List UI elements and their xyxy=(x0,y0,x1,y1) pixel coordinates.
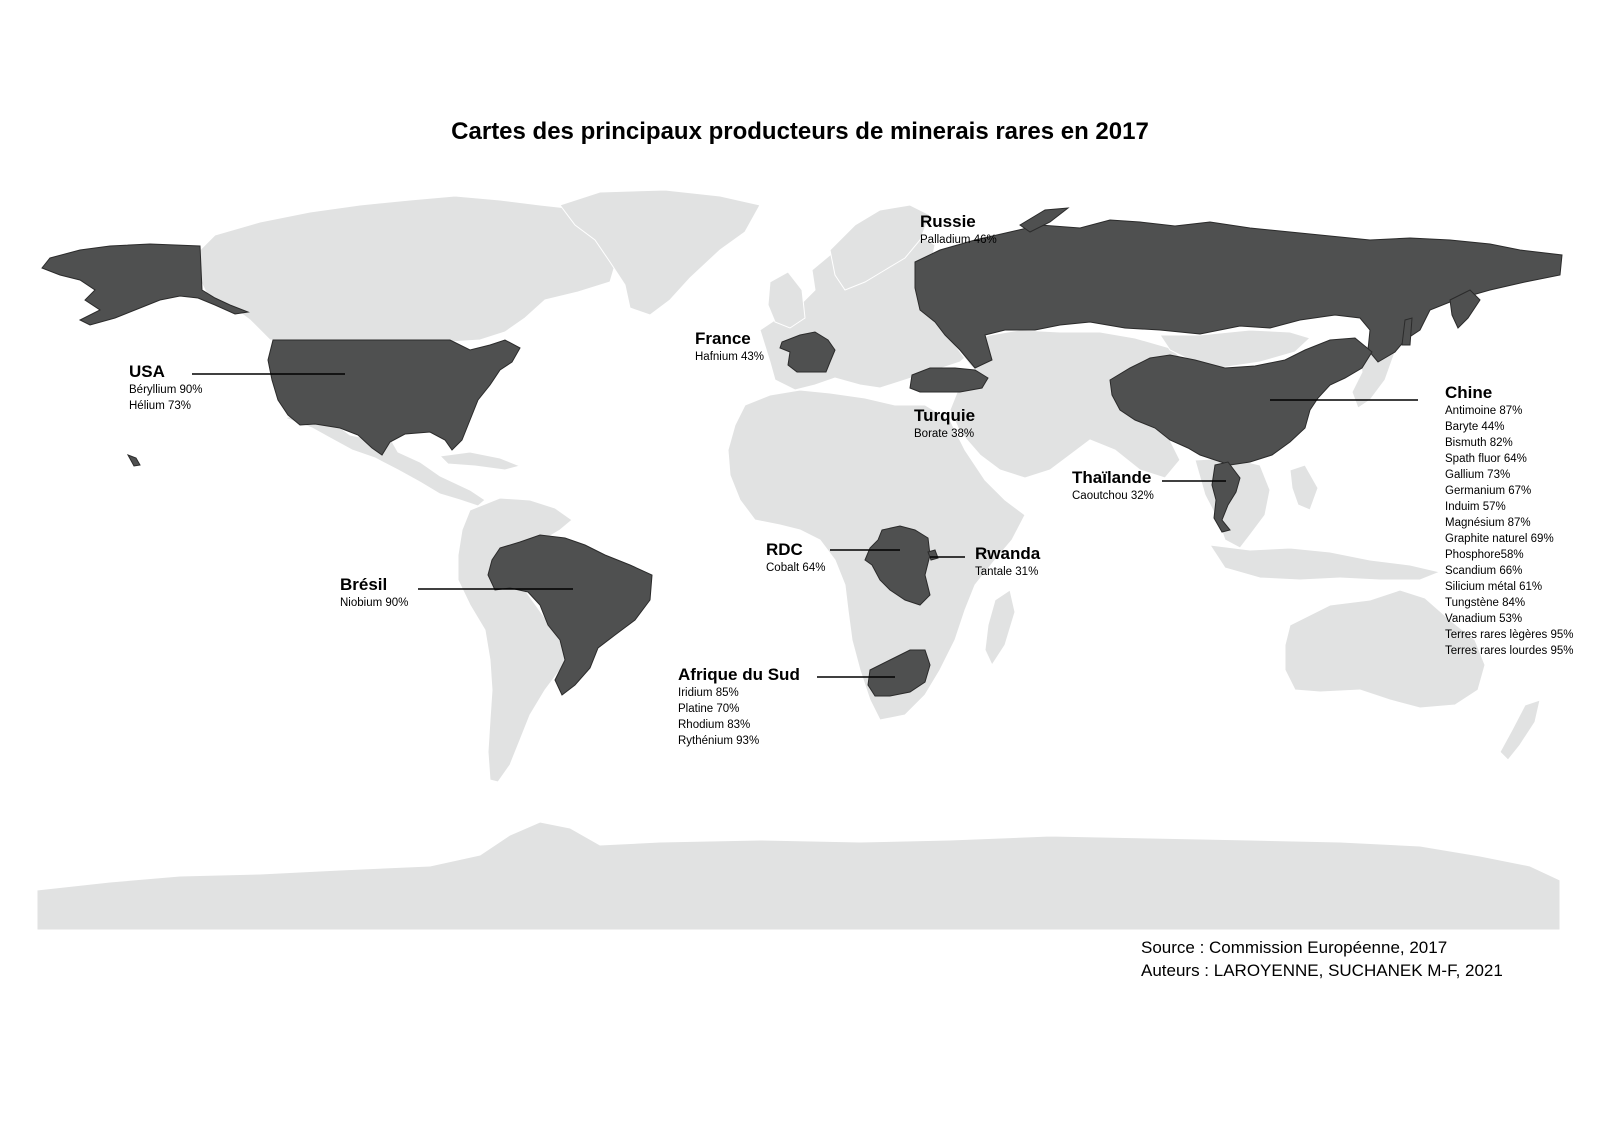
label-afrique-du-sud-name: Afrique du Sud xyxy=(678,665,800,684)
country-france[interactable] xyxy=(779,331,836,373)
country-chine[interactable] xyxy=(1109,337,1373,466)
label-rwanda-name: Rwanda xyxy=(975,544,1041,563)
label-thailande-mineral: Caoutchou 32% xyxy=(1072,490,1154,502)
land-new-zealand xyxy=(1499,699,1541,761)
label-chine-mineral: Terres rares lègères 95% xyxy=(1445,629,1574,641)
label-chine-mineral: Tungstène 84% xyxy=(1445,597,1526,609)
land-central-america xyxy=(283,411,486,507)
label-rdc-mineral: Cobalt 64% xyxy=(766,562,826,574)
label-bresil-name: Brésil xyxy=(340,575,388,594)
label-chine-mineral: Gallium 73% xyxy=(1445,469,1511,481)
label-chine: Chine Antimoine 87% Baryte 44% Bismuth 8… xyxy=(1445,383,1573,659)
label-thailande: Thaïlande Caoutchou 32% xyxy=(1072,468,1154,504)
country-rdc[interactable] xyxy=(864,525,931,606)
label-russie: Russie Palladium 46% xyxy=(920,212,997,248)
land-caribbean xyxy=(438,451,522,471)
label-chine-mineral: Bismuth 82% xyxy=(1445,437,1513,449)
label-chine-mineral: Germanium 67% xyxy=(1445,485,1532,497)
label-chine-mineral: Vanadium 53% xyxy=(1445,613,1523,625)
label-afrique-du-sud-mineral: Platine 70% xyxy=(678,703,740,715)
label-afrique-du-sud: Afrique du Sud Iridium 85% Platine 70% R… xyxy=(678,665,800,749)
label-chine-mineral: Spath fluor 64% xyxy=(1445,453,1527,465)
land-indonesia xyxy=(1208,464,1442,581)
land-south-america xyxy=(457,497,576,783)
label-afrique-du-sud-mineral: Iridium 85% xyxy=(678,687,739,699)
label-rwanda-mineral: Tantale 31% xyxy=(975,566,1039,578)
label-chine-mineral: Silicium métal 61% xyxy=(1445,581,1543,593)
label-chine-mineral: Terres rares lourdes 95% xyxy=(1445,645,1574,657)
country-usa-alaska[interactable] xyxy=(41,243,250,326)
map-title: Cartes des principaux producteurs de min… xyxy=(451,118,1149,145)
label-chine-mineral: Induim 57% xyxy=(1445,501,1506,513)
country-russie-island[interactable] xyxy=(1019,207,1070,233)
country-russie-east[interactable] xyxy=(1401,289,1481,346)
label-thailande-name: Thaïlande xyxy=(1072,468,1152,487)
label-turquie-mineral: Borate 38% xyxy=(914,428,975,440)
land-middle-east-asia xyxy=(949,329,1191,479)
country-usa[interactable] xyxy=(267,339,521,456)
label-france: France Hafnium 43% xyxy=(695,329,764,365)
label-usa-mineral: Hélium 73% xyxy=(129,400,191,412)
label-usa-name: USA xyxy=(129,362,165,381)
land-uk xyxy=(767,271,806,329)
label-france-mineral: Hafnium 43% xyxy=(695,351,765,363)
land-greenland xyxy=(559,189,761,316)
label-russie-name: Russie xyxy=(920,212,976,231)
authors-line: Auteurs : LAROYENNE, SUCHANEK M-F, 2021 xyxy=(1141,961,1503,980)
label-afrique-du-sud-mineral: Rythénium 93% xyxy=(678,735,760,747)
country-thailande[interactable] xyxy=(1211,461,1241,533)
land-scandinavia xyxy=(829,204,931,291)
label-chine-mineral: Scandium 66% xyxy=(1445,565,1523,577)
land-australia xyxy=(1284,589,1486,709)
label-chine-mineral: Baryte 44% xyxy=(1445,421,1505,433)
source-credits: Source : Commission Européenne, 2017 Aut… xyxy=(1141,936,1503,982)
label-chine-mineral: Graphite naturel 69% xyxy=(1445,533,1554,545)
label-bresil-mineral: Niobium 90% xyxy=(340,597,409,609)
land-madagascar xyxy=(984,589,1016,667)
land-north-america xyxy=(199,195,642,343)
land-mongolia xyxy=(1159,329,1311,369)
label-chine-mineral: Phosphore58% xyxy=(1445,549,1524,561)
label-chine-name: Chine xyxy=(1445,383,1493,402)
country-usa-hawaii[interactable] xyxy=(126,454,141,467)
label-rdc: RDC Cobalt 64% xyxy=(766,540,825,576)
label-france-name: France xyxy=(695,329,751,348)
label-turquie-name: Turquie xyxy=(914,406,976,425)
country-afrique-du-sud[interactable] xyxy=(867,649,931,697)
source-line: Source : Commission Européenne, 2017 xyxy=(1141,938,1448,957)
label-chine-mineral: Antimoine 87% xyxy=(1445,405,1523,417)
land-antarctica xyxy=(36,821,1561,931)
label-rdc-name: RDC xyxy=(766,540,803,559)
label-afrique-du-sud-mineral: Rhodium 83% xyxy=(678,719,751,731)
label-chine-mineral: Magnésium 87% xyxy=(1445,517,1531,529)
label-usa-mineral: Béryllium 90% xyxy=(129,384,203,396)
label-bresil: Brésil Niobium 90% xyxy=(340,575,408,611)
label-russie-mineral: Palladium 46% xyxy=(920,234,997,246)
label-usa: USA Béryllium 90% Hélium 73% xyxy=(129,362,203,414)
label-rwanda: Rwanda Tantale 31% xyxy=(975,544,1040,580)
country-turquie[interactable] xyxy=(909,367,989,393)
label-turquie: Turquie Borate 38% xyxy=(914,406,975,442)
